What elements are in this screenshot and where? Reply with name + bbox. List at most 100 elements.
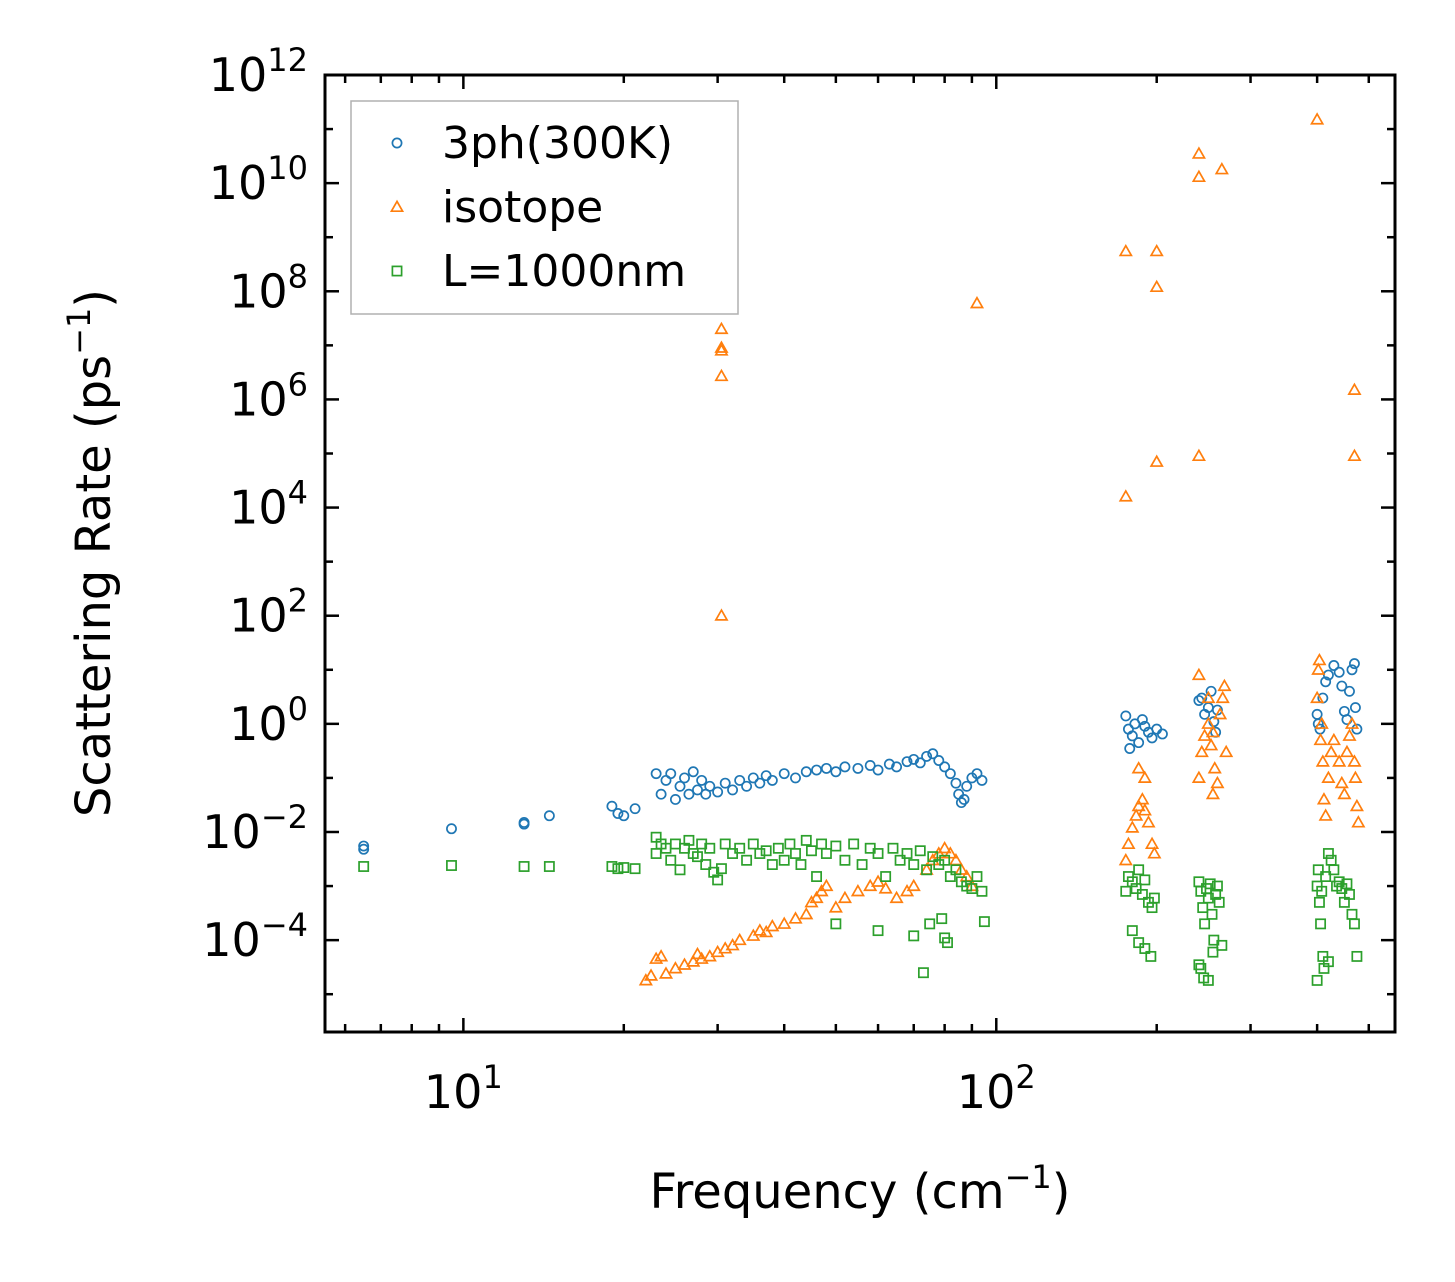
data-point-square <box>1211 880 1223 892</box>
x-axis-title-end: ) <box>1052 1164 1071 1220</box>
y-axis-title-sup: −1 <box>60 308 98 355</box>
x-tick-label: 102 <box>957 1058 1036 1119</box>
x-tick-label-exp: 2 <box>1015 1058 1035 1096</box>
legend-entries: 3ph(300K) isotope L=1000nm <box>389 118 686 297</box>
data-point-triangle <box>1141 815 1156 828</box>
data-point-square <box>1333 876 1345 888</box>
data-point-triangle <box>1121 836 1136 850</box>
data-point-circle <box>679 772 690 784</box>
data-point-triangle <box>1342 728 1357 741</box>
data-point-square <box>716 863 727 875</box>
data-point-triangle <box>694 951 709 964</box>
data-point-square <box>944 871 956 882</box>
data-point-square <box>927 851 939 863</box>
data-point-square <box>1120 885 1132 897</box>
data-point-square <box>924 918 936 930</box>
data-point-triangle <box>714 343 729 356</box>
data-point-triangle <box>1347 754 1362 767</box>
data-point-triangle <box>1347 382 1362 395</box>
data-point-circle <box>961 780 973 792</box>
y-tick-label-exp: 0 <box>288 690 308 728</box>
y-tick-label-base: 10 <box>229 372 288 426</box>
data-point-square <box>766 859 778 870</box>
data-point-circle <box>766 774 778 786</box>
data-point-square <box>1344 888 1355 900</box>
data-point-triangle <box>819 878 834 892</box>
x-tick-label-base: 10 <box>424 1065 483 1119</box>
data-point-triangle <box>1205 786 1220 800</box>
data-point-square <box>1126 925 1138 937</box>
data-point-square <box>939 854 951 866</box>
data-point-square <box>1322 956 1334 968</box>
data-point-square <box>1207 946 1219 958</box>
y-tick-label: 10−4 <box>202 906 308 967</box>
data-point-circle <box>1146 732 1158 744</box>
data-point-triangle <box>1348 770 1363 783</box>
data-point-triangle <box>649 951 664 964</box>
data-point-triangle <box>690 946 705 960</box>
legend-marker-circle <box>391 137 403 149</box>
data-point-square <box>1328 864 1340 876</box>
y-tick-label: 102 <box>229 582 308 643</box>
y-tick-label: 106 <box>229 365 308 426</box>
y-tick-label-exp: 4 <box>288 474 308 512</box>
data-point-circle <box>712 786 724 798</box>
data-point-square <box>358 861 370 872</box>
data-point-square <box>518 861 530 872</box>
y-axis-title-end: ) <box>66 289 122 308</box>
data-point-triangle <box>1314 716 1329 729</box>
data-point-triangle <box>752 923 767 936</box>
data-point-square <box>1204 878 1216 890</box>
data-point-triangle <box>788 911 803 924</box>
data-point-triangle <box>1310 112 1325 125</box>
legend-marker-triangle <box>389 199 405 213</box>
data-point-circle <box>1124 743 1136 754</box>
data-point-circle <box>830 766 842 778</box>
y-tick-label-exp: −4 <box>261 906 308 944</box>
data-point-circle <box>674 780 686 792</box>
data-point-circle <box>618 810 630 822</box>
data-point-square <box>790 848 801 859</box>
data-point-triangle <box>1191 770 1206 783</box>
data-point-circle <box>1346 664 1358 676</box>
data-point-circle <box>741 780 753 792</box>
data-point-square <box>839 854 851 866</box>
data-point-square <box>848 838 860 850</box>
data-point-triangle <box>1339 744 1355 758</box>
data-point-triangle <box>799 907 814 920</box>
data-point-triangle <box>654 949 669 962</box>
data-point-circle <box>1351 723 1363 735</box>
data-point-triangle <box>714 608 729 621</box>
data-point-circle <box>1322 669 1334 681</box>
data-point-circle <box>891 761 903 773</box>
data-point-triangle <box>1316 792 1332 805</box>
data-point-circle <box>687 766 699 778</box>
data-point-circle <box>1328 660 1340 671</box>
data-points-layer <box>358 112 1366 986</box>
data-point-square <box>784 838 796 850</box>
data-point-square <box>446 860 457 871</box>
x-tick-label-exp: 1 <box>482 1058 502 1096</box>
data-point-triangle <box>1315 754 1330 767</box>
data-point-circle <box>914 757 926 769</box>
data-point-circle <box>976 774 988 786</box>
legend-label: L=1000nm <box>442 246 686 297</box>
data-point-circle <box>955 797 967 809</box>
data-point-square <box>830 918 842 930</box>
data-point-triangle <box>1125 820 1140 833</box>
plot-frame <box>323 73 1397 1034</box>
data-point-triangle <box>1332 754 1347 767</box>
data-point-square <box>1216 939 1228 951</box>
data-point-triangle <box>1204 738 1219 751</box>
data-point-square <box>1199 918 1211 930</box>
data-point-triangle <box>1313 732 1328 746</box>
data-point-square <box>1202 974 1214 986</box>
data-point-triangle <box>759 924 774 938</box>
data-point-square <box>872 848 884 859</box>
data-point-triangle <box>1337 786 1352 800</box>
data-point-circle <box>1336 680 1348 692</box>
data-point-square <box>543 861 555 872</box>
data-point-circle <box>543 810 555 822</box>
